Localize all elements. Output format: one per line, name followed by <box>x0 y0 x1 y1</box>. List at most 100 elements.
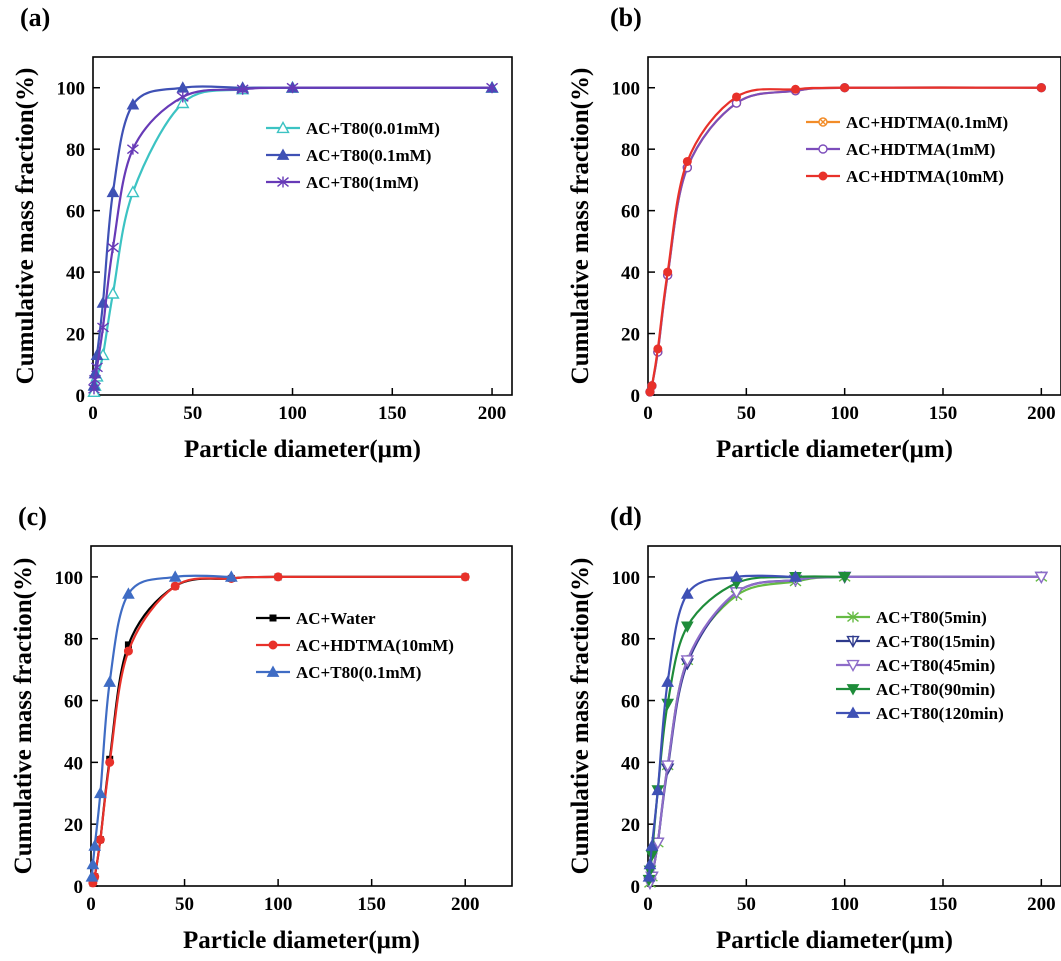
legend-label: AC+HDTMA(10mM) <box>846 167 1004 186</box>
data-point <box>789 570 802 582</box>
data-point <box>89 374 101 386</box>
series-0: AC+HDTMA(0.1mM) <box>645 83 1047 397</box>
legend-label: AC+T80(90min) <box>876 680 995 699</box>
data-point <box>838 572 852 584</box>
y-axis-title: Cumulative mass fraction(%) <box>567 558 594 875</box>
x-tick-label: 50 <box>737 894 756 915</box>
y-tick-label: 40 <box>621 263 640 284</box>
legend-label: AC+T80(5min) <box>876 608 987 627</box>
data-point <box>103 675 117 687</box>
y-tick-label: 20 <box>621 325 640 346</box>
data-point <box>660 760 675 773</box>
y-tick-label: 100 <box>57 79 86 100</box>
y-tick-label: 20 <box>64 815 83 836</box>
data-point <box>730 570 743 582</box>
series-2: AC+HDTMA(10mM) <box>645 83 1046 397</box>
legend-marker <box>846 706 860 718</box>
legend-marker <box>846 635 860 648</box>
data-point <box>642 870 656 882</box>
data-point <box>653 344 663 354</box>
x-tick-label: 150 <box>378 403 407 424</box>
series-line <box>648 86 1042 393</box>
y-tick-label: 60 <box>64 692 83 713</box>
data-point <box>94 786 107 799</box>
series-line <box>648 86 1042 393</box>
data-point <box>95 835 105 845</box>
data-point <box>645 839 659 851</box>
series-line <box>647 575 845 880</box>
panel-3: (d) 0 50 100 150 200 0 20 40 60 80 100 Particle diam… <box>567 502 1061 954</box>
legend-marker <box>847 611 859 623</box>
series-0: AC+Water <box>89 573 469 887</box>
data-point <box>88 839 102 851</box>
x-tick-label: 0 <box>86 894 96 915</box>
data-point <box>840 83 850 93</box>
series-4: AC+T80(120min) <box>642 570 1004 882</box>
y-tick-label: 60 <box>66 202 85 223</box>
x-tick-label: 50 <box>737 403 756 424</box>
legend-label: AC+T80(0.01mM) <box>306 119 440 138</box>
y-tick-label: 80 <box>621 630 640 651</box>
legend-marker <box>846 659 860 672</box>
data-point <box>126 143 139 155</box>
data-point <box>97 321 109 333</box>
x-tick-label: 100 <box>830 894 859 915</box>
x-tick-label: 50 <box>183 403 202 424</box>
data-point <box>176 96 190 109</box>
data-point <box>168 570 182 582</box>
y-axis-title: Cumulative mass fraction(%) <box>12 68 39 385</box>
legend-label: AC+HDTMA(0.1mM) <box>846 113 1008 132</box>
y-tick-label: 80 <box>621 140 640 161</box>
panel-2: (c) 0 50 100 150 200 0 20 40 60 80 100 Particle diam… <box>10 502 513 954</box>
x-tick-label: 0 <box>88 403 98 424</box>
x-tick-label: 50 <box>175 894 194 915</box>
data-point <box>85 870 99 882</box>
data-point <box>107 242 119 254</box>
legend-label: AC+HDTMA(1mM) <box>846 140 995 159</box>
data-point <box>643 857 657 870</box>
x-tick-label: 150 <box>357 894 386 915</box>
x-tick-label: 200 <box>451 894 480 915</box>
data-point <box>124 641 132 649</box>
plot-frame <box>647 545 1061 887</box>
panel-letter: (b) <box>610 3 642 32</box>
series-line <box>91 575 466 884</box>
data-point <box>106 286 120 299</box>
y-tick-label: 0 <box>74 877 84 898</box>
data-point <box>170 581 180 591</box>
y-tick-label: 100 <box>612 568 641 589</box>
legend-marker <box>266 665 280 677</box>
legend-marker-stroke-b <box>819 118 827 126</box>
x-tick-label: 200 <box>1027 403 1056 424</box>
legend-marker <box>276 121 290 134</box>
legend-label: AC+T80(15min) <box>876 632 995 651</box>
data-point <box>1034 571 1049 584</box>
data-point <box>126 98 140 110</box>
data-point <box>105 757 115 767</box>
data-point <box>680 621 694 633</box>
x-axis-title: Particle diameter(μm) <box>716 436 953 463</box>
legend-marker <box>276 148 290 160</box>
series-0: AC+T80(5min) <box>644 571 1048 889</box>
data-point <box>273 572 283 582</box>
y-tick-label: 20 <box>66 325 85 346</box>
legend-marker <box>818 117 828 127</box>
y-tick-label: 100 <box>612 79 641 100</box>
panel-letter: (a) <box>20 3 50 32</box>
series-line <box>648 86 1042 393</box>
x-tick-label: 0 <box>643 403 653 424</box>
x-tick-label: 200 <box>1027 894 1056 915</box>
x-tick-label: 150 <box>929 894 958 915</box>
panel-1: (b) 0 50 100 150 200 0 20 40 60 80 100 Particle diam… <box>567 3 1061 463</box>
legend-marker <box>277 176 289 188</box>
data-point <box>1036 83 1046 93</box>
panel-letter: (c) <box>18 502 47 531</box>
data-point <box>661 675 675 687</box>
series-2: AC+T80(0.1mM) <box>85 570 421 882</box>
x-tick-label: 150 <box>929 403 958 424</box>
x-tick-label: 100 <box>264 894 293 915</box>
x-axis-title: Particle diameter(μm) <box>184 436 421 463</box>
y-tick-label: 60 <box>621 692 640 713</box>
data-point <box>732 92 741 102</box>
legend-marker <box>846 684 860 696</box>
